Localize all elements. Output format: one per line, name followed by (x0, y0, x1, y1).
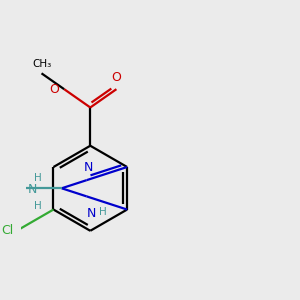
Text: H: H (34, 201, 41, 211)
Text: O: O (112, 71, 122, 84)
Text: N: N (28, 183, 37, 196)
Text: O: O (49, 83, 59, 96)
Text: H: H (99, 207, 107, 217)
Text: N: N (84, 161, 94, 174)
Text: N: N (87, 207, 97, 220)
Text: H: H (34, 173, 41, 183)
Text: CH₃: CH₃ (32, 59, 51, 69)
Text: Cl: Cl (2, 224, 14, 237)
